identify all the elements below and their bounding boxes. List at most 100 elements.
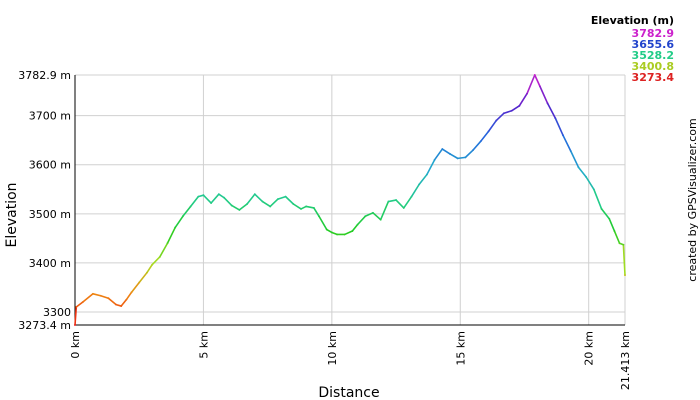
elevation-segment	[130, 281, 141, 294]
elevation-point	[562, 134, 564, 137]
x-tick-label: 5 km	[197, 331, 210, 359]
elevation-point	[618, 242, 621, 245]
elevation-segment	[600, 208, 611, 220]
elevation-segment	[158, 242, 169, 258]
elevation-segment	[318, 215, 328, 231]
elevation-point	[269, 205, 272, 208]
elevation-segment	[189, 195, 200, 208]
elevation-segment	[464, 149, 474, 159]
elevation-segment	[210, 193, 220, 204]
y-tick-label: 3273.4 m	[18, 319, 71, 332]
elevation-point	[130, 291, 133, 294]
elevation-segment	[569, 150, 580, 168]
elevation-point	[158, 256, 161, 258]
elevation-segment	[593, 188, 603, 210]
y-tick-label: 3500 m	[29, 208, 71, 221]
elevation-point	[351, 230, 354, 232]
x-tick-label: 0 km	[69, 331, 82, 359]
elevation-point	[181, 215, 184, 218]
elevation-segment	[622, 243, 626, 276]
elevation-point	[479, 140, 482, 143]
legend-entry: 3273.4	[631, 71, 674, 84]
elevation-segment	[75, 301, 84, 308]
elevation-point	[75, 306, 78, 308]
elevation-segment	[518, 92, 528, 107]
y-tick-label: 3700 m	[29, 110, 71, 123]
elevation-point	[166, 242, 169, 245]
elevation-point	[449, 153, 451, 155]
elevation-segment	[269, 198, 279, 208]
elevation-segment	[151, 256, 161, 266]
y-tick-label: 3400 m	[29, 257, 71, 270]
elevation-segment	[230, 204, 241, 211]
elevation-point	[387, 200, 390, 203]
elevation-point	[600, 208, 603, 210]
elevation-point	[277, 198, 279, 200]
elevation-point	[608, 217, 611, 220]
y-axis-title: Elevation	[4, 182, 20, 247]
elevation-point	[364, 215, 367, 218]
elevation-point	[433, 158, 436, 161]
elevation-point	[379, 218, 382, 221]
elevation-segment	[246, 193, 256, 205]
elevation-point	[336, 233, 338, 236]
elevation-segment	[92, 292, 102, 297]
elevation-point	[238, 208, 241, 211]
elevation-point	[202, 194, 205, 197]
elevation-point	[99, 294, 102, 297]
elevation-point	[487, 130, 490, 133]
elevation-point	[197, 195, 200, 198]
elevation-segment	[300, 205, 307, 210]
elevation-segment	[608, 217, 616, 232]
elevation-point	[554, 117, 557, 120]
elevation-segment	[613, 230, 621, 245]
elevation-segment	[325, 228, 333, 234]
elevation-point	[526, 92, 528, 95]
elevation-segment	[120, 298, 128, 307]
elevation-segment	[526, 74, 536, 95]
elevation-point	[472, 149, 475, 151]
elevation-point	[115, 303, 117, 306]
elevation-point	[624, 274, 626, 277]
elevation-segment	[546, 102, 557, 119]
elevation-point	[253, 193, 256, 196]
elevation-segment	[472, 140, 482, 151]
elevation-point	[622, 243, 625, 246]
elevation-point	[92, 292, 94, 295]
elevation-point	[120, 305, 123, 307]
elevation-segment	[364, 212, 374, 218]
elevation-segment	[356, 215, 367, 226]
elevation-point	[577, 166, 580, 169]
elevation-segment	[554, 117, 564, 137]
elevation-segment	[74, 306, 78, 326]
elevation-point	[300, 208, 302, 210]
elevation-segment	[292, 203, 302, 210]
elevation-segment	[166, 226, 176, 245]
elevation-point	[539, 85, 541, 88]
elevation-point	[330, 231, 333, 234]
elevation-segment	[480, 130, 490, 142]
elevation-segment	[81, 292, 94, 303]
elevation-point	[210, 202, 213, 204]
elevation-point	[261, 200, 264, 203]
elevation-point	[325, 228, 328, 231]
elevation-segment	[487, 119, 498, 133]
elevation-segment	[99, 294, 110, 300]
elevation-segment	[125, 291, 133, 301]
elevation-profile-line	[74, 74, 626, 326]
elevation-segment	[202, 194, 212, 204]
legend-entry: 3655.6	[631, 38, 674, 51]
elevation-point	[395, 199, 397, 201]
elevation-segment	[379, 200, 390, 221]
elevation-segment	[433, 148, 444, 161]
elevation-point	[246, 203, 248, 205]
x-tick-label: 21.413 km	[619, 331, 632, 390]
x-tick-label: 15 km	[454, 331, 467, 366]
elevation-point	[125, 298, 128, 301]
elevation-segment	[182, 205, 192, 218]
elevation-segment	[395, 199, 405, 209]
elevation-point	[81, 301, 84, 304]
elevation-point	[74, 324, 76, 326]
elevation-point	[312, 207, 315, 209]
